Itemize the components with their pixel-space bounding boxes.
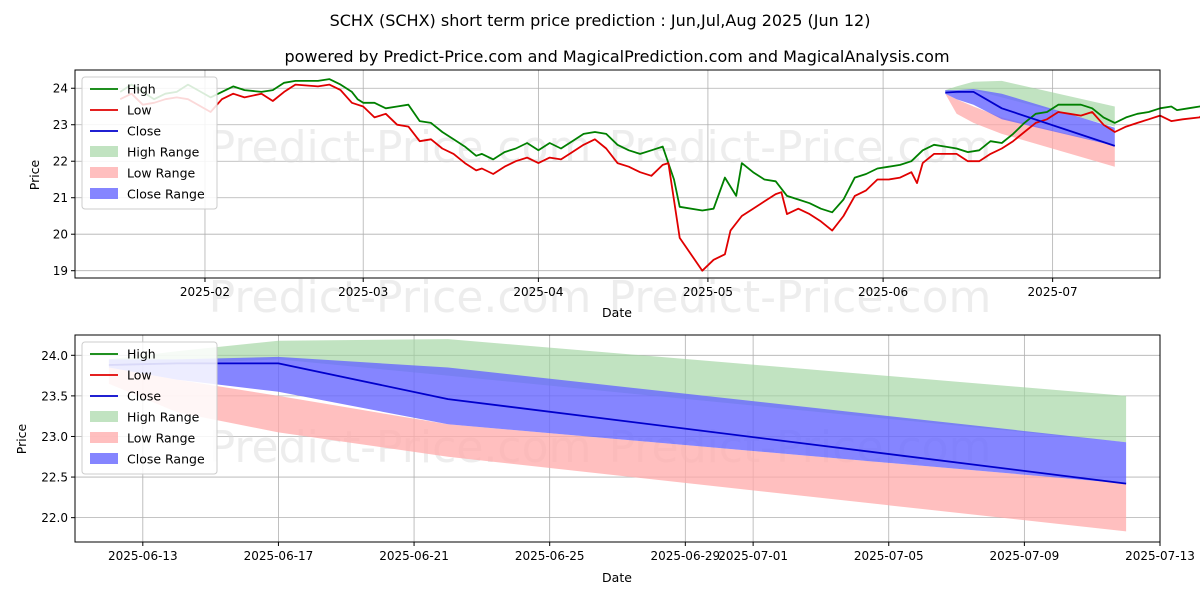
low-range-band [108,367,1127,532]
low-range-legend-label: Low Range [127,431,196,446]
y-tick-label: 22.0 [41,511,68,525]
forecast-frame [74,334,1161,543]
low-range-legend-swatch [90,167,118,178]
x-tick-label: 2025-07-05 [854,549,924,563]
close-range-legend-label: Close Range [127,187,205,202]
y-tick-label: 23 [53,118,68,132]
x-tick-label: 2025-07 [1028,285,1078,299]
high-range-legend-swatch [90,146,118,157]
x-tick-label: 2025-02 [180,285,230,299]
y-tick-label: 21 [53,191,68,205]
x-tick-label: 2025-06-17 [244,549,314,563]
y-tick-label: 22 [53,155,68,169]
y-tick-label: 22.5 [41,471,68,485]
close-range-legend-swatch [90,188,118,199]
overview-y-label: Price [27,159,42,190]
forecast-panel: Predict-Price.com Predict-Price.com 2025… [14,334,1195,585]
high-range-legend-label: High Range [127,410,200,425]
y-tick-label: 24 [53,82,68,96]
chart-subtitle: powered by Predict-Price.com and Magical… [284,47,949,66]
overview-panel: Predict-Price.com Predict-Price.com Pred… [27,69,1200,323]
x-tick-label: 2025-07-09 [990,549,1060,563]
y-tick-label: 19 [53,264,68,278]
watermark: Predict-Price.com [609,272,992,323]
low-range-band [945,93,1115,167]
overview-y-ticks: 19 20 21 22 23 24 [53,82,75,278]
x-tick-label: 2025-06 [858,285,908,299]
x-tick-label: 2025-03 [338,285,388,299]
y-tick-label: 23.5 [41,389,68,403]
high-series-line [119,78,1200,214]
low-legend-label: Low [127,368,152,383]
high-legend-label: High [127,82,156,97]
x-tick-label: 2025-06-21 [379,549,449,563]
forecast-x-label: Date [602,570,632,585]
x-tick-label: 2025-06-25 [515,549,585,563]
low-legend-label: Low [127,103,152,118]
forecast-legend: High Low Close High Range Low Range Close Ran… [81,341,218,475]
close-series-line [945,91,1116,147]
x-tick-label: 2025-06-13 [108,549,178,563]
high-range-legend-label: High Range [127,145,200,160]
overview-legend: High Low Close High Range Low Range Close Ran… [81,76,218,210]
x-tick-label: 2025-07-13 [1125,549,1195,563]
close-legend-label: Close [127,389,161,404]
y-tick-label: 20 [53,228,68,242]
forecast-y-label: Price [14,423,29,454]
x-tick-label: 2025-06-29 [650,549,720,563]
watermark: Predict-Price.com [609,122,992,173]
forecast-x-ticks: 2025-06-13 2025-06-17 2025-06-21 2025-06-25… [108,542,1195,563]
close-legend-label: Close [127,124,161,139]
watermark: Predict-Price.com [209,272,592,323]
high-legend-label: High [127,347,156,362]
x-tick-label: 2025-05 [683,285,733,299]
forecast-y-ticks: 22.0 22.5 23.0 23.5 24.0 [41,349,75,525]
low-series-line [119,83,1200,272]
overview-frame [74,69,1161,279]
x-tick-label: 2025-04 [513,285,563,299]
overview-x-label: Date [602,305,632,320]
overview-x-ticks: 2025-02 2025-03 2025-04 2025-05 2025-06 2025-… [180,278,1078,299]
high-range-legend-swatch [90,411,118,422]
chart-title: SCHX (SCHX) short term price prediction … [330,11,871,30]
overview-lines [119,78,1200,272]
x-tick-label: 2025-07-01 [718,549,788,563]
low-range-legend-swatch [90,432,118,443]
close-range-legend-label: Close Range [127,452,205,467]
y-tick-label: 23.0 [41,430,68,444]
watermark: Predict-Price.com [209,122,592,173]
close-range-legend-swatch [90,453,118,464]
y-tick-label: 24.0 [41,349,68,363]
low-range-legend-label: Low Range [127,166,196,181]
